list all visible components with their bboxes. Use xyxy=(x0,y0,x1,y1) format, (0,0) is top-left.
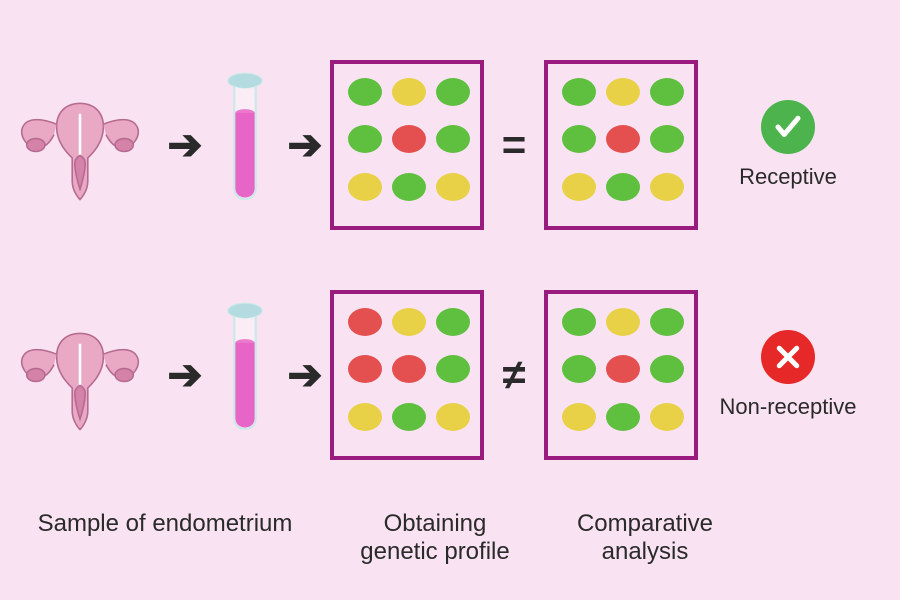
dot-green xyxy=(606,173,640,201)
row-receptive: ➔ ➔ = Receptive xyxy=(0,60,900,230)
caption-compare: Comparative analysis xyxy=(560,510,730,566)
cross-icon xyxy=(761,330,815,384)
dot-green xyxy=(436,308,470,336)
profile-grid xyxy=(330,60,484,230)
dot-yellow xyxy=(392,78,426,106)
test-tube-icon xyxy=(210,300,280,450)
result-nonreceptive: Non-receptive xyxy=(718,330,858,419)
dot-yellow xyxy=(436,403,470,431)
dot-yellow xyxy=(436,173,470,201)
dot-green xyxy=(650,78,684,106)
row-nonreceptive: ➔ ➔ ≠ Non-receptive xyxy=(0,290,900,460)
profile-grid xyxy=(330,290,484,460)
dot-yellow xyxy=(606,308,640,336)
arrow-icon: ➔ xyxy=(160,124,210,166)
diagram-canvas: ➔ ➔ = Receptive ➔ ➔ ≠ xyxy=(0,0,900,600)
dot-green xyxy=(348,78,382,106)
dot-green xyxy=(436,78,470,106)
equals-symbol: = xyxy=(484,121,544,169)
caption-profile: Obtaining genetic profile xyxy=(350,510,520,566)
dot-green xyxy=(436,355,470,383)
dot-red xyxy=(606,125,640,153)
dot-green xyxy=(650,355,684,383)
dot-green xyxy=(562,78,596,106)
dot-green xyxy=(436,125,470,153)
arrow-icon: ➔ xyxy=(280,124,330,166)
result-receptive: Receptive xyxy=(718,100,858,189)
dot-yellow xyxy=(348,173,382,201)
dot-yellow xyxy=(392,308,426,336)
uterus-icon xyxy=(0,80,160,210)
result-label: Receptive xyxy=(739,164,837,189)
dot-green xyxy=(650,125,684,153)
test-tube-icon xyxy=(210,70,280,220)
dot-red xyxy=(348,355,382,383)
check-icon xyxy=(761,100,815,154)
dot-yellow xyxy=(562,403,596,431)
dot-green xyxy=(562,308,596,336)
dot-yellow xyxy=(348,403,382,431)
result-label: Non-receptive xyxy=(720,394,857,419)
arrow-icon: ➔ xyxy=(160,354,210,396)
dot-green xyxy=(650,308,684,336)
dot-green xyxy=(562,355,596,383)
uterus-icon xyxy=(0,310,160,440)
dot-green xyxy=(562,125,596,153)
dot-yellow xyxy=(562,173,596,201)
notequals-symbol: ≠ xyxy=(484,351,544,399)
caption-sample: Sample of endometrium xyxy=(30,510,300,538)
reference-grid xyxy=(544,290,698,460)
dot-red xyxy=(392,125,426,153)
dot-red xyxy=(348,308,382,336)
dot-red xyxy=(392,355,426,383)
dot-yellow xyxy=(650,173,684,201)
dot-green xyxy=(392,403,426,431)
dot-red xyxy=(606,355,640,383)
reference-grid xyxy=(544,60,698,230)
arrow-icon: ➔ xyxy=(280,354,330,396)
dot-yellow xyxy=(606,78,640,106)
dot-green xyxy=(348,125,382,153)
dot-green xyxy=(606,403,640,431)
dot-yellow xyxy=(650,403,684,431)
dot-green xyxy=(392,173,426,201)
